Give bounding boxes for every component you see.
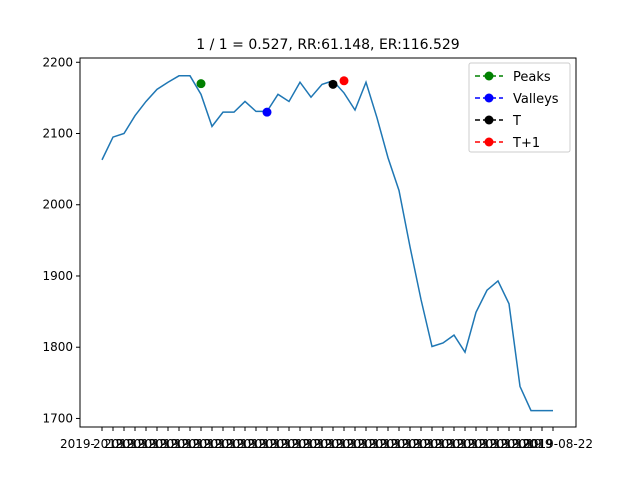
x-tick-label: 2019 [280,437,311,451]
legend-marker-valleys [484,93,494,103]
series-line [101,75,553,412]
x-tick-label: 2019 [93,437,124,451]
x-axis: 2019-20192019201920192019201920192019201… [60,427,593,451]
x-tick-label: 2019 [302,437,333,451]
marker-t-1 [339,76,349,86]
legend-label-peaks: Peaks [513,70,551,85]
plot-area [79,57,577,428]
x-tick-label: 2019 [148,437,179,451]
x-tick-label: 2019 [368,437,399,451]
x-tick-label: 2019 [126,437,157,451]
legend-marker-t-1 [484,137,494,147]
x-tick-label: 2019 [346,437,377,451]
chart-title: 1 / 1 = 0.527, RR:61.148, ER:116.529 [196,37,459,53]
x-tick-label: 2019 [434,437,465,451]
marker-layer [196,76,349,117]
series-layer [101,75,553,412]
x-tick-label: 2019 [522,437,553,451]
x-tick-label: 2019 [159,437,190,451]
x-tick-label: 2019 [137,437,168,451]
marker-valleys [262,107,272,117]
x-tick-label: 2019 [236,437,267,451]
x-tick-label: 2019 [313,437,344,451]
x-tick-label-last: 2019-08-22 [523,437,593,451]
x-tick-label: 2019 [170,437,201,451]
legend-marker-peaks [484,71,494,81]
y-axis: 1700 1800 1900 2000 2100 2200 [42,55,80,425]
y-tick-label: 2100 [42,127,73,141]
x-tick-label: 2019 [445,437,476,451]
x-tick-label: 2019 [269,437,300,451]
x-tick-label: 2019 [181,437,212,451]
legend-marker-t [484,115,494,125]
x-tick-label: 2019 [390,437,421,451]
x-tick-label: 2019 [467,437,498,451]
x-tick-label: 2019 [456,437,487,451]
x-tick-label: 2019 [412,437,443,451]
legend: Peaks Valleys T T+1 [468,62,571,153]
x-tick-label: 2019 [291,437,322,451]
x-tick-label: 2019 [225,437,256,451]
x-tick-label: 2019 [324,437,355,451]
x-tick-label: 2019 [258,437,289,451]
y-tick-label: 2200 [42,55,73,69]
x-tick-label: 2019 [511,437,542,451]
x-tick-label: 2019 [203,437,234,451]
y-tick-label: 1800 [42,340,73,354]
legend-label-t-1: T+1 [512,136,540,151]
y-tick-label: 1700 [42,411,73,425]
x-tick-label: 2019 [247,437,278,451]
x-tick-label-first: 2019- [60,437,95,451]
marker-t [328,79,338,89]
x-tick-label: 2019 [115,437,146,451]
x-tick-label: 2019 [104,437,135,451]
x-tick-label: 2019 [192,437,223,451]
x-tick-label: 2019 [401,437,432,451]
x-tick-label: 2019 [423,437,454,451]
legend-label-t: T [512,114,521,129]
x-tick-label: 2019 [214,437,245,451]
legend-label-valleys: Valleys [513,92,559,107]
legend-frame [468,62,571,153]
y-tick-label: 2000 [42,198,73,212]
x-tick-label: 2019 [335,437,366,451]
marker-peaks [196,79,206,89]
y-tick-label: 1900 [42,269,73,283]
x-tick-label: 2019 [357,437,388,451]
x-tick-label: 2019 [478,437,509,451]
x-tick-label: 2019 [379,437,410,451]
x-tick-label: 2019 [489,437,520,451]
x-tick-label: 2019 [500,437,531,451]
